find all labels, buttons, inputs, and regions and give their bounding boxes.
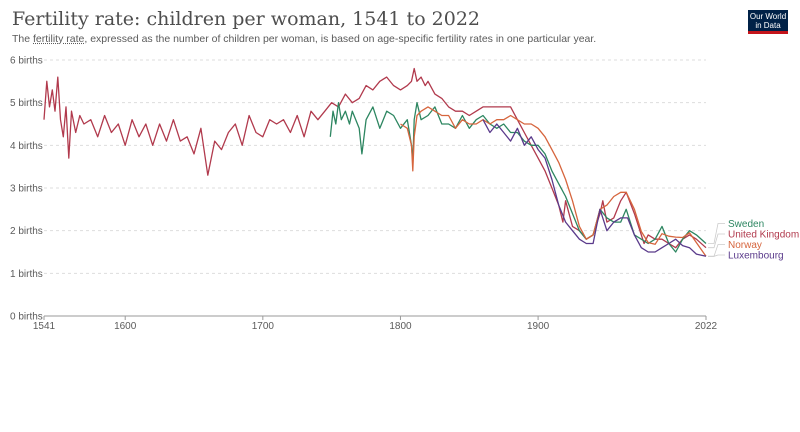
legend-connector-norway <box>708 244 725 257</box>
subtitle-text-end: , expressed as the number of children pe… <box>84 33 597 45</box>
y-axis: 0 births 1 births 2 births 3 births 4 births… <box>10 56 43 323</box>
y-tick-label: 6 births <box>10 56 43 67</box>
chart-subtitle: The fertility rate, expressed as the num… <box>12 33 596 45</box>
y-tick-label: 4 births <box>10 141 43 152</box>
legend-label-luxembourg[interactable]: Luxembourg <box>728 251 784 262</box>
series-line-norway[interactable] <box>400 106 707 257</box>
owid-logo[interactable]: Our World in Data <box>748 10 788 34</box>
x-axis: 1541 1600 1700 1800 1900 2022 <box>33 316 718 332</box>
y-tick-label: 1 births <box>10 269 43 280</box>
legend-connector-united-kingdom <box>708 233 725 249</box>
logo-line-2: in Data <box>755 21 781 30</box>
legend-label-sweden[interactable]: Sweden <box>728 219 764 230</box>
series-line-luxembourg[interactable] <box>482 119 707 257</box>
series-line-united-kingdom[interactable] <box>43 67 707 249</box>
x-tick-label: 1541 <box>33 321 56 332</box>
legend-connector-sweden <box>708 223 725 244</box>
x-tick-label: 1600 <box>114 321 137 332</box>
y-tick-label: 2 births <box>10 226 43 237</box>
fertility-rate-link[interactable]: fertility rate <box>33 33 85 45</box>
x-tick-label: 1800 <box>389 321 412 332</box>
y-tick-label: 0 births <box>10 312 43 323</box>
x-tick-label: 1900 <box>527 321 550 332</box>
chart-title: Fertility rate: children per woman, 1541… <box>12 8 481 30</box>
series-line-sweden[interactable] <box>329 102 707 253</box>
legend-label-norway[interactable]: Norway <box>728 240 762 251</box>
x-tick-label: 2022 <box>695 321 718 332</box>
series-lines[interactable] <box>43 67 707 257</box>
subtitle-text-start: The <box>12 33 34 45</box>
legend-label-united-kingdom[interactable]: United Kingdom <box>728 230 799 241</box>
logo-line-1: Our World <box>749 12 787 21</box>
y-tick-label: 3 births <box>10 184 43 195</box>
y-tick-label: 5 births <box>10 98 43 109</box>
legend-connector-luxembourg <box>708 254 725 257</box>
grid-lines <box>44 59 706 317</box>
x-tick-label: 1700 <box>252 321 275 332</box>
